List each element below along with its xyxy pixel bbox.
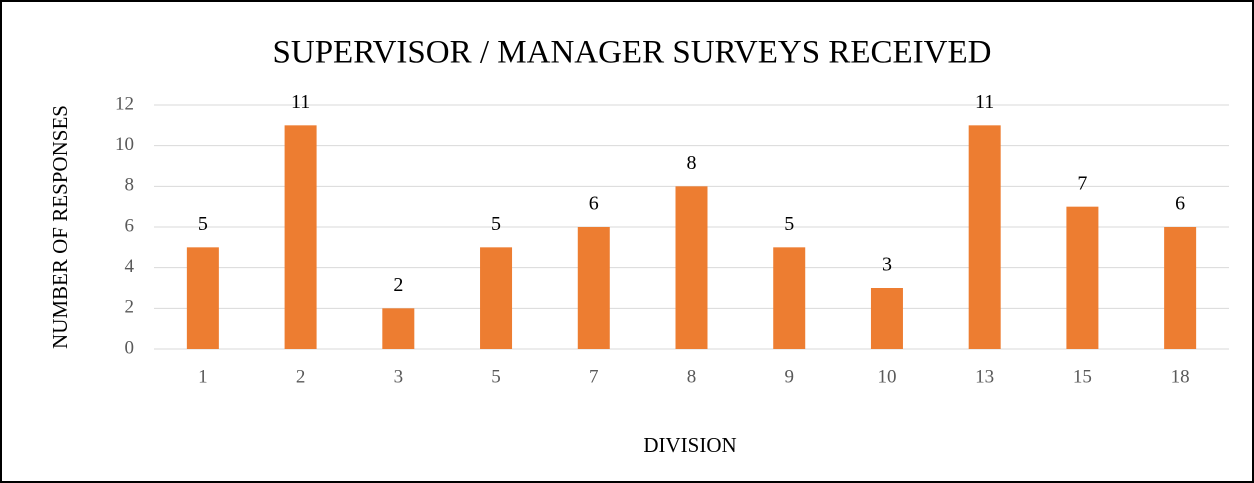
- x-tick-label: 2: [296, 366, 306, 387]
- y-tick-label: 12: [115, 93, 134, 114]
- x-tick-label: 1: [198, 366, 208, 387]
- data-label: 5: [198, 213, 208, 235]
- data-label: 6: [1175, 193, 1185, 215]
- x-tick-label: 7: [589, 366, 599, 387]
- x-tick-label: 8: [687, 366, 697, 387]
- bar: [480, 247, 513, 349]
- data-label: 11: [975, 91, 994, 113]
- bar: [870, 288, 903, 349]
- bar: [675, 186, 708, 349]
- bar: [186, 247, 219, 349]
- y-tick-label: 0: [125, 337, 135, 358]
- bar: [577, 227, 610, 349]
- data-label: 7: [1077, 172, 1087, 194]
- x-tick-label: 10: [877, 366, 896, 387]
- bar: [1066, 206, 1099, 349]
- bar: [1164, 227, 1197, 349]
- bar: [968, 125, 1001, 349]
- x-tick-label: 13: [975, 366, 994, 387]
- bar: [382, 308, 415, 349]
- x-tick-label: 9: [784, 366, 794, 387]
- bar: [284, 125, 317, 349]
- x-tick-label: 15: [1073, 366, 1092, 387]
- data-label: 6: [589, 193, 599, 215]
- y-tick-label: 8: [125, 175, 135, 196]
- x-axis-label: DIVISION: [643, 433, 736, 457]
- x-tick-label: 5: [491, 366, 501, 387]
- chart-title: SUPERVISOR / MANAGER SURVEYS RECEIVED: [273, 35, 992, 71]
- bar: [773, 247, 806, 349]
- y-tick-label: 6: [125, 215, 135, 236]
- x-tick-label: 3: [394, 366, 404, 387]
- data-label: 3: [882, 254, 892, 276]
- data-label: 8: [687, 152, 697, 174]
- data-label: 5: [784, 213, 794, 235]
- x-tick-label: 18: [1171, 366, 1190, 387]
- data-label: 2: [393, 274, 403, 296]
- y-axis-label: NUMBER OF RESPONSES: [48, 105, 72, 349]
- y-tick-label: 4: [125, 256, 135, 277]
- y-tick-label: 10: [115, 134, 134, 155]
- data-label: 5: [491, 213, 501, 235]
- y-tick-label: 2: [125, 297, 135, 318]
- data-label: 11: [291, 91, 310, 113]
